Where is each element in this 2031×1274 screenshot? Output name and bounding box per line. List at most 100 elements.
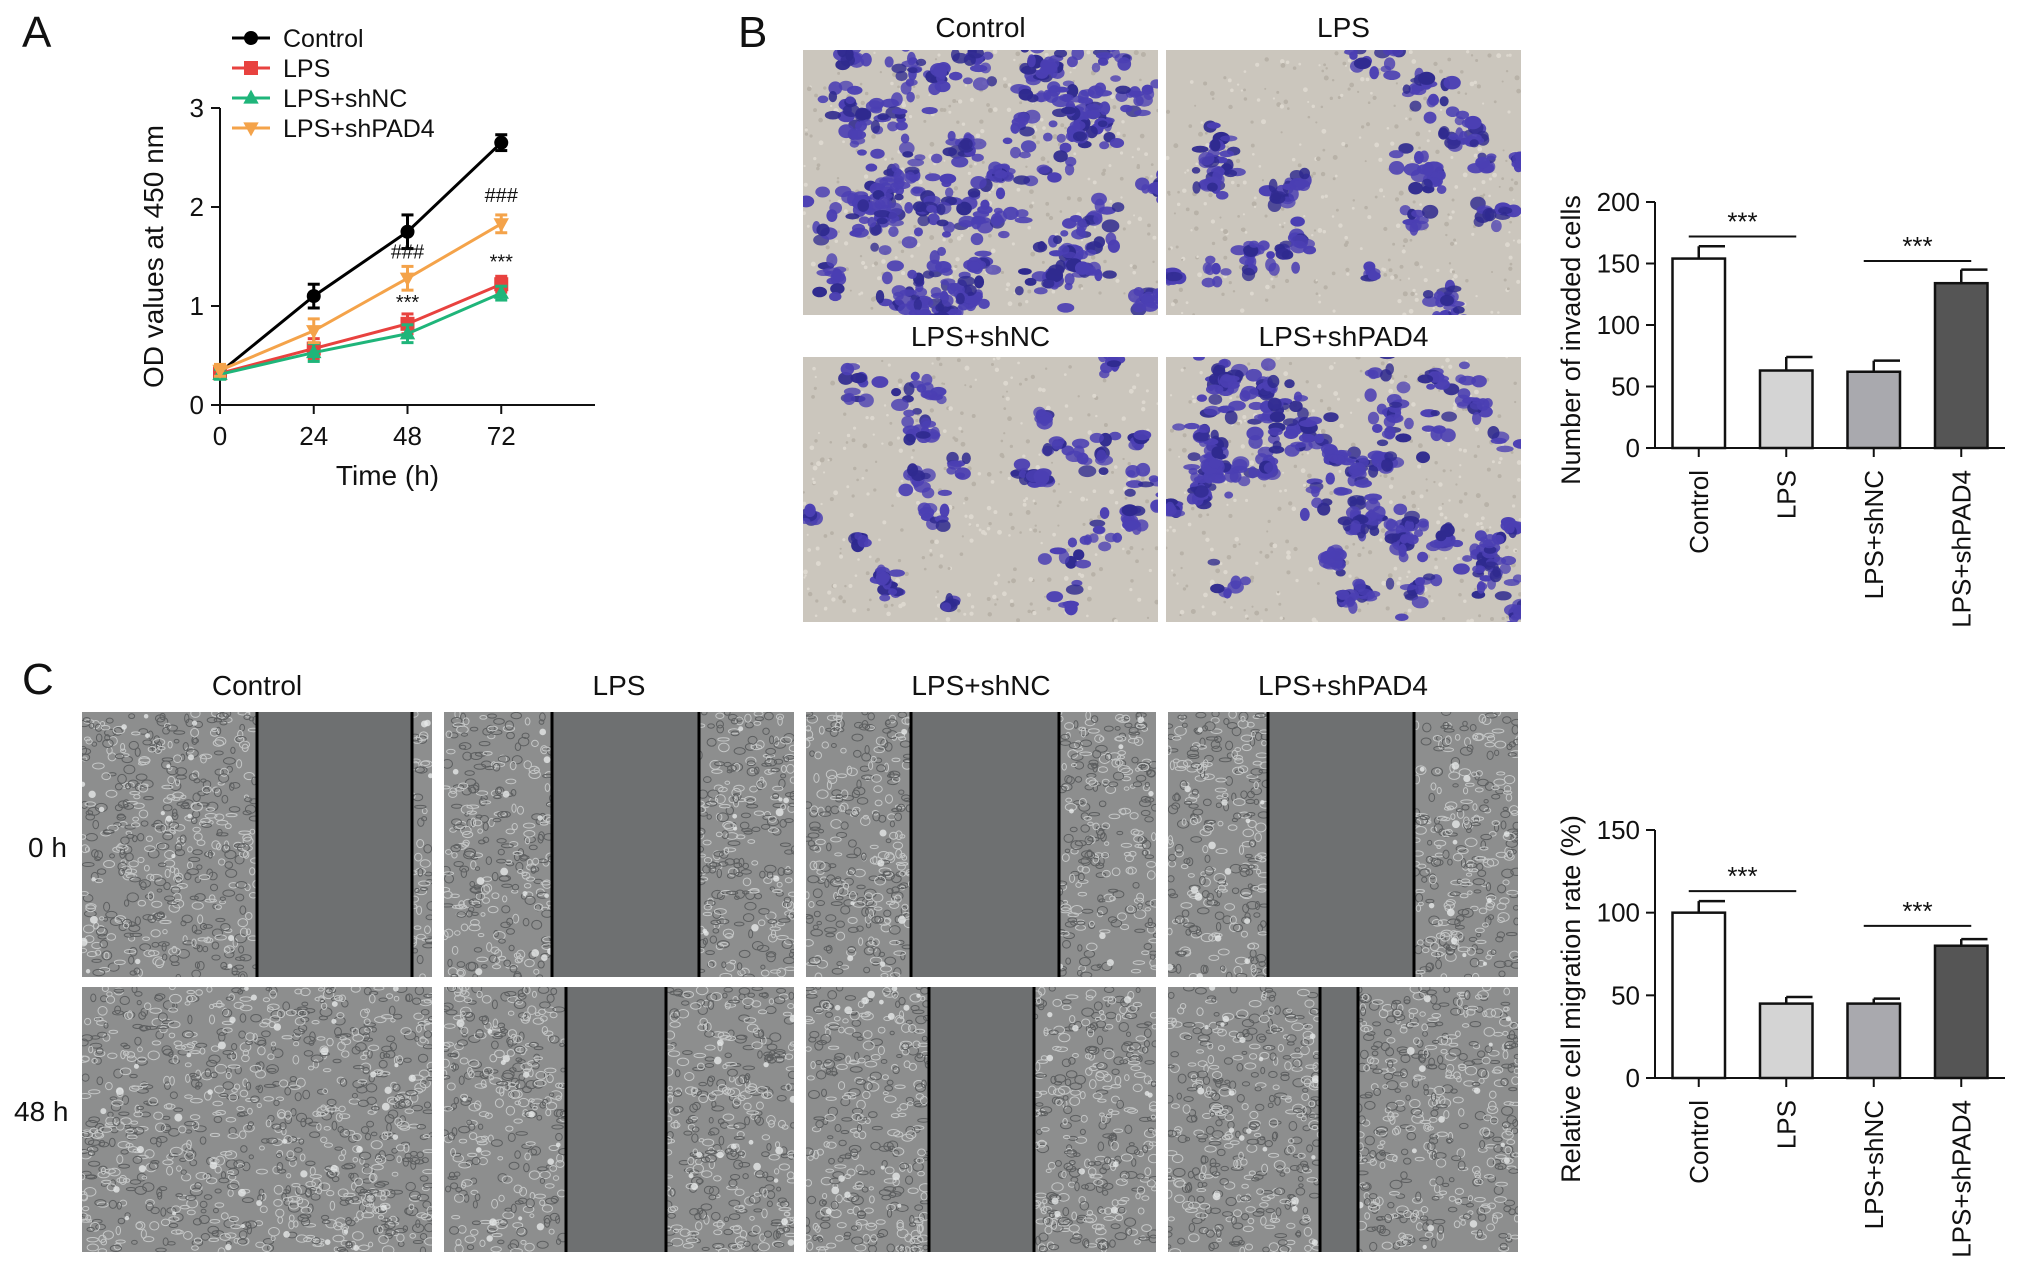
membrane-texture — [1002, 83, 1008, 89]
cell-texture — [846, 765, 853, 775]
wound-image-lps-shnc-0h — [806, 712, 1156, 977]
membrane-texture — [1226, 503, 1229, 506]
membrane-texture — [1010, 525, 1015, 531]
membrane-texture — [1318, 294, 1321, 297]
membrane-texture — [1223, 229, 1229, 235]
stained-cell — [858, 393, 874, 408]
stained-cell — [947, 308, 962, 315]
membrane-texture — [809, 445, 815, 451]
cell-texture — [92, 968, 106, 977]
cell-texture — [515, 861, 524, 872]
membrane-texture — [1349, 82, 1355, 88]
cell-texture — [82, 753, 91, 762]
stained-cell — [1325, 472, 1335, 485]
cell-texture — [234, 933, 247, 944]
membrane-texture — [1488, 177, 1492, 181]
stained-cell — [941, 602, 952, 612]
cell-texture — [532, 857, 540, 866]
membrane-texture — [1236, 183, 1240, 188]
membrane-texture — [865, 415, 869, 420]
membrane-texture — [877, 276, 882, 281]
membrane-texture — [814, 93, 818, 98]
stained-cell — [1078, 465, 1097, 478]
membrane-texture — [1279, 489, 1282, 493]
cell-texture — [533, 968, 540, 975]
cell-texture — [417, 868, 424, 877]
cell-texture — [741, 828, 753, 833]
membrane-texture — [938, 564, 943, 569]
data-point — [400, 224, 415, 239]
cell-texture — [235, 881, 248, 889]
stained-cell — [1380, 65, 1392, 73]
cell-texture — [212, 739, 225, 747]
cell-texture — [450, 893, 460, 899]
cell-texture — [187, 846, 193, 853]
membrane-texture — [828, 199, 831, 202]
stained-cell — [1436, 185, 1447, 194]
membrane-texture — [1448, 215, 1453, 220]
membrane-texture — [1057, 524, 1060, 527]
stained-cell — [1418, 71, 1436, 85]
cell-texture — [1108, 813, 1121, 820]
membrane-texture — [956, 100, 959, 103]
membrane-texture — [1402, 312, 1407, 315]
stained-cell — [1354, 479, 1372, 488]
cell-texture — [783, 733, 794, 743]
stained-cell — [1498, 207, 1513, 215]
membrane-texture — [1513, 181, 1519, 186]
membrane-texture — [1448, 262, 1452, 265]
membrane-texture — [1224, 480, 1228, 484]
membrane-texture — [1476, 84, 1481, 89]
stained-cell — [1069, 120, 1086, 131]
membrane-texture — [883, 404, 887, 407]
cell-texture — [468, 906, 475, 913]
stained-cell — [1133, 109, 1151, 117]
membrane-texture — [1251, 152, 1255, 156]
membrane-texture — [1000, 439, 1004, 443]
row-label-0h: 0 h — [28, 832, 67, 863]
membrane-texture — [973, 162, 977, 166]
membrane-texture — [837, 71, 841, 75]
cell-texture — [707, 723, 715, 729]
membrane-texture — [1283, 221, 1286, 225]
cell-texture — [784, 938, 794, 945]
membrane-texture — [803, 182, 808, 187]
cell-texture — [783, 818, 794, 824]
cell-texture — [228, 882, 239, 889]
cell-texture — [169, 954, 180, 963]
bright-cell — [187, 754, 194, 761]
cell-texture — [200, 754, 207, 764]
cell-texture — [1136, 892, 1145, 902]
cell-texture — [743, 796, 757, 803]
bright-cell — [537, 815, 543, 821]
stained-cell — [1041, 60, 1058, 75]
bright-cell — [738, 726, 744, 732]
membrane-texture — [956, 358, 961, 363]
membrane-texture — [1064, 404, 1069, 408]
membrane-texture — [1432, 307, 1435, 310]
membrane-texture — [1475, 294, 1478, 298]
membrane-texture — [1092, 180, 1097, 185]
membrane-texture — [1030, 251, 1036, 257]
cell-texture — [123, 948, 137, 955]
cell-texture — [878, 867, 892, 875]
membrane-texture — [1506, 615, 1510, 619]
membrane-texture — [827, 590, 832, 595]
stained-cell — [1105, 232, 1117, 246]
cell-texture — [142, 936, 151, 941]
stained-cell — [925, 173, 941, 182]
cell-texture — [505, 964, 519, 969]
cell-texture — [743, 830, 753, 835]
stained-cell — [888, 226, 899, 237]
membrane-texture — [1205, 537, 1210, 542]
cell-texture — [104, 728, 117, 737]
stained-cell — [1089, 533, 1099, 543]
membrane-texture — [882, 520, 887, 525]
membrane-texture — [1459, 464, 1462, 467]
y-tick-label: 200 — [1597, 187, 1640, 217]
cell-texture — [1087, 728, 1100, 734]
stained-cell — [1476, 581, 1486, 594]
cell-texture — [1075, 924, 1087, 931]
membrane-texture — [865, 469, 868, 472]
stained-cell — [936, 394, 947, 405]
